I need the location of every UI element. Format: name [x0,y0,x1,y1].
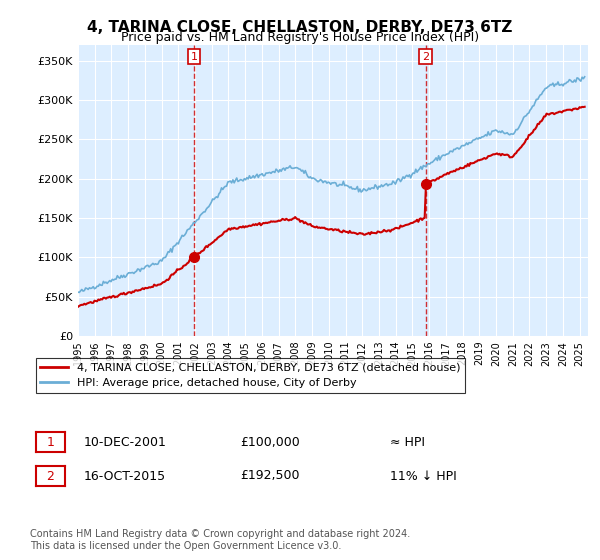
Text: 2: 2 [422,52,429,62]
Legend: 4, TARINA CLOSE, CHELLASTON, DERBY, DE73 6TZ (detached house), HPI: Average pric: 4, TARINA CLOSE, CHELLASTON, DERBY, DE73… [35,358,464,393]
Text: 2: 2 [46,469,55,483]
Text: 10-DEC-2001: 10-DEC-2001 [84,436,167,449]
Text: ≈ HPI: ≈ HPI [390,436,425,449]
Text: 11% ↓ HPI: 11% ↓ HPI [390,469,457,483]
Text: 1: 1 [46,436,55,449]
Text: £192,500: £192,500 [240,469,299,483]
Text: 4, TARINA CLOSE, CHELLASTON, DERBY, DE73 6TZ: 4, TARINA CLOSE, CHELLASTON, DERBY, DE73… [88,20,512,35]
Text: Contains HM Land Registry data © Crown copyright and database right 2024.
This d: Contains HM Land Registry data © Crown c… [30,529,410,551]
Text: 1: 1 [191,52,197,62]
Text: Price paid vs. HM Land Registry's House Price Index (HPI): Price paid vs. HM Land Registry's House … [121,31,479,44]
Text: £100,000: £100,000 [240,436,300,449]
Text: 16-OCT-2015: 16-OCT-2015 [84,469,166,483]
